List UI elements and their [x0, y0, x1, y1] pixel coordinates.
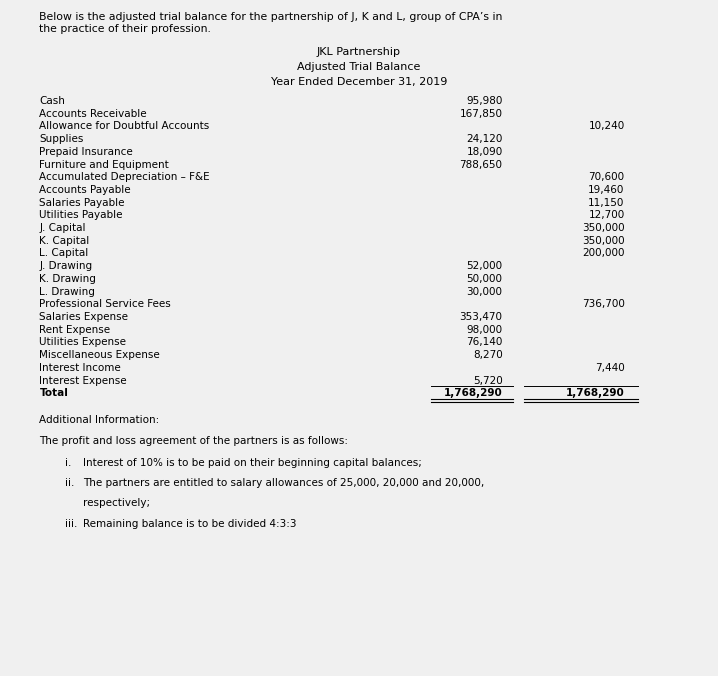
Text: 1,768,290: 1,768,290 [566, 388, 625, 398]
Text: L. Drawing: L. Drawing [39, 287, 95, 297]
Text: 50,000: 50,000 [467, 274, 503, 284]
Text: Miscellaneous Expense: Miscellaneous Expense [39, 350, 160, 360]
Text: 95,980: 95,980 [466, 96, 503, 106]
Text: K. Capital: K. Capital [39, 236, 90, 246]
Text: Furniture and Equipment: Furniture and Equipment [39, 160, 169, 170]
Text: 12,700: 12,700 [589, 210, 625, 220]
Text: The partners are entitled to salary allowances of 25,000, 20,000 and 20,000,: The partners are entitled to salary allo… [83, 478, 484, 488]
Text: 8,270: 8,270 [473, 350, 503, 360]
Text: Accounts Receivable: Accounts Receivable [39, 109, 147, 119]
Text: Allowance for Doubtful Accounts: Allowance for Doubtful Accounts [39, 122, 210, 131]
Text: 52,000: 52,000 [467, 261, 503, 271]
Text: ii.: ii. [65, 478, 74, 488]
Text: 19,460: 19,460 [588, 185, 625, 195]
Text: 98,000: 98,000 [467, 324, 503, 335]
Text: Professional Service Fees: Professional Service Fees [39, 299, 171, 310]
Text: Cash: Cash [39, 96, 65, 106]
Text: Rent Expense: Rent Expense [39, 324, 111, 335]
Text: The profit and loss agreement of the partners is as follows:: The profit and loss agreement of the par… [39, 436, 348, 446]
Text: 200,000: 200,000 [582, 249, 625, 258]
Text: 1,768,290: 1,768,290 [444, 388, 503, 398]
Text: Interest Income: Interest Income [39, 363, 121, 373]
Text: the practice of their profession.: the practice of their profession. [39, 24, 211, 34]
Text: Interest Expense: Interest Expense [39, 376, 127, 385]
Text: 167,850: 167,850 [460, 109, 503, 119]
Text: 10,240: 10,240 [589, 122, 625, 131]
Text: Salaries Payable: Salaries Payable [39, 197, 125, 208]
Text: 76,140: 76,140 [466, 337, 503, 347]
Text: Utilities Payable: Utilities Payable [39, 210, 123, 220]
Text: Accounts Payable: Accounts Payable [39, 185, 131, 195]
Text: Year Ended December 31, 2019: Year Ended December 31, 2019 [271, 77, 447, 87]
Text: L. Capital: L. Capital [39, 249, 89, 258]
Text: 70,600: 70,600 [589, 172, 625, 183]
Text: Below is the adjusted trial balance for the partnership of J, K and L, group of : Below is the adjusted trial balance for … [39, 12, 503, 22]
Text: Accumulated Depreciation – F&E: Accumulated Depreciation – F&E [39, 172, 210, 183]
Text: Additional Information:: Additional Information: [39, 414, 159, 425]
Text: 350,000: 350,000 [582, 223, 625, 233]
Text: J. Capital: J. Capital [39, 223, 86, 233]
Text: Utilities Expense: Utilities Expense [39, 337, 126, 347]
Text: 5,720: 5,720 [473, 376, 503, 385]
Text: Supplies: Supplies [39, 134, 84, 144]
Text: J. Drawing: J. Drawing [39, 261, 93, 271]
Text: 788,650: 788,650 [460, 160, 503, 170]
Text: 30,000: 30,000 [467, 287, 503, 297]
Text: 11,150: 11,150 [588, 197, 625, 208]
Text: Salaries Expense: Salaries Expense [39, 312, 129, 322]
Text: 24,120: 24,120 [466, 134, 503, 144]
Text: i.: i. [65, 458, 71, 468]
Text: Remaining balance is to be divided 4:3:3: Remaining balance is to be divided 4:3:3 [83, 518, 296, 529]
Text: iii.: iii. [65, 518, 77, 529]
Text: 736,700: 736,700 [582, 299, 625, 310]
Text: Total: Total [39, 388, 68, 398]
Text: 353,470: 353,470 [460, 312, 503, 322]
Text: Prepaid Insurance: Prepaid Insurance [39, 147, 134, 157]
Text: K. Drawing: K. Drawing [39, 274, 96, 284]
Text: JKL Partnership: JKL Partnership [317, 47, 401, 57]
Text: 350,000: 350,000 [582, 236, 625, 246]
Text: respectively;: respectively; [83, 498, 149, 508]
Text: 18,090: 18,090 [467, 147, 503, 157]
Text: 7,440: 7,440 [595, 363, 625, 373]
Text: Adjusted Trial Balance: Adjusted Trial Balance [297, 62, 421, 72]
Text: Interest of 10% is to be paid on their beginning capital balances;: Interest of 10% is to be paid on their b… [83, 458, 421, 468]
